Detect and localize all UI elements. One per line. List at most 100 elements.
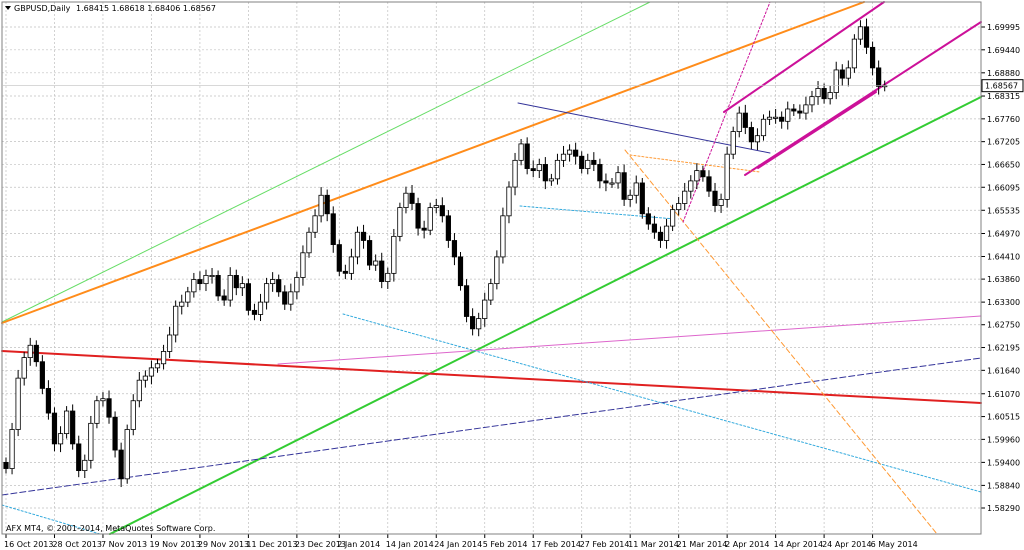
candle-38 [233,269,239,296]
candle-68 [415,197,421,236]
candle-98 [597,158,603,189]
candle-144 [876,60,882,95]
candle-19 [118,442,124,488]
candle-body-0 [3,461,9,469]
candle-body-80 [488,283,494,301]
candle-92 [560,145,567,167]
candle-128 [779,111,785,129]
candle-body-138 [839,69,845,79]
candle-36 [221,289,227,306]
candle-body-96 [585,159,591,169]
candle-body-103 [627,194,633,200]
candle-body-68 [415,203,421,229]
candle-27 [167,326,173,359]
candle-body-117 [712,190,718,206]
candle-69 [421,220,427,239]
candle-48 [294,271,300,300]
candle-16 [100,392,106,407]
navy-dashed-line [1,357,982,496]
candle-109 [663,218,670,249]
candle-body-62 [379,260,385,282]
candle-0 [3,457,9,474]
candle-body-104 [633,182,639,196]
candle-body-71 [433,205,439,209]
candle-body-85 [518,143,524,161]
candle-24 [148,360,155,385]
candle-body-123 [748,127,754,143]
candle-body-135 [821,88,827,100]
candle-body-51 [312,215,318,233]
candle-body-69 [421,227,427,231]
candle-133 [809,90,815,113]
candle-107 [651,215,658,239]
candle-60 [366,235,373,271]
candle-body-84 [512,159,518,188]
candle-102 [621,164,627,206]
candle-body-17 [106,398,112,418]
candle-body-11 [70,410,76,445]
x-tick-label-16: 14 Apr 2014 [774,540,823,549]
y-tick-label-10: 1.64410 [987,253,1020,262]
candle-97 [591,152,597,172]
magenta-channel-upper [723,1,885,113]
candle-body-99 [603,180,609,184]
candle-body-107 [651,223,658,233]
y-tick-label-16: 1.61070 [987,390,1020,399]
candle-body-8 [51,412,58,445]
candle-74 [451,233,458,266]
candle-body-73 [445,215,451,241]
candle-122 [742,104,748,135]
symbol-label: GBPUSD,Daily [14,4,71,13]
candle-88 [536,158,542,179]
candle-body-32 [197,279,203,285]
magenta-dotted-line [682,1,771,223]
candle-body-15 [94,400,100,424]
copyright-text: AFX MT4, © 2001-2014, MetaQuotes Softwar… [6,524,215,533]
candle-body-126 [766,116,773,120]
y-tick-label-1: 1.69440 [987,46,1020,55]
candle-130 [791,104,797,116]
candle-body-31 [191,279,197,293]
candle-73 [445,210,451,248]
candle-body-108 [657,231,664,241]
candle-body-55 [336,244,342,272]
candle-111 [676,196,682,216]
candle-143 [869,41,876,76]
candle-body-127 [773,116,779,119]
candle-body-1 [9,429,15,469]
y-tick-label-0: 1.69995 [987,23,1020,32]
candle-body-100 [609,182,615,185]
candle-body-88 [536,164,542,172]
candle-body-144 [876,67,882,87]
candle-13 [82,454,88,479]
candle-129 [785,101,791,130]
candle-body-60 [366,240,373,266]
magenta-channel-diagonal [757,91,877,169]
candle-99 [603,173,609,192]
candle-136 [827,85,833,105]
candle-body-86 [524,143,530,169]
candle-134 [815,81,821,105]
candle-87 [530,160,536,178]
x-tick-label-0: 16 Oct 2013 [4,540,53,549]
candle-body-41 [251,309,258,315]
y-tick-label-4: 1.67760 [987,115,1020,124]
x-tick-label-2: 7 Nov 2013 [101,540,147,549]
window-menu-icon[interactable] [5,6,11,10]
candle-84 [512,152,518,196]
candle-4 [27,337,33,366]
pink-line [277,315,982,365]
candle-body-102 [621,172,627,200]
candle-118 [718,193,724,213]
navy-line [517,102,771,154]
cyan-dotted-line-2 [342,313,982,493]
candle-23 [142,370,148,388]
candle-body-48 [294,277,300,293]
candle-137 [833,61,839,100]
candle-20 [124,424,130,484]
candle-131 [797,104,803,119]
x-tick-label-17: 24 Apr 2014 [822,540,871,549]
candle-52 [318,187,324,223]
